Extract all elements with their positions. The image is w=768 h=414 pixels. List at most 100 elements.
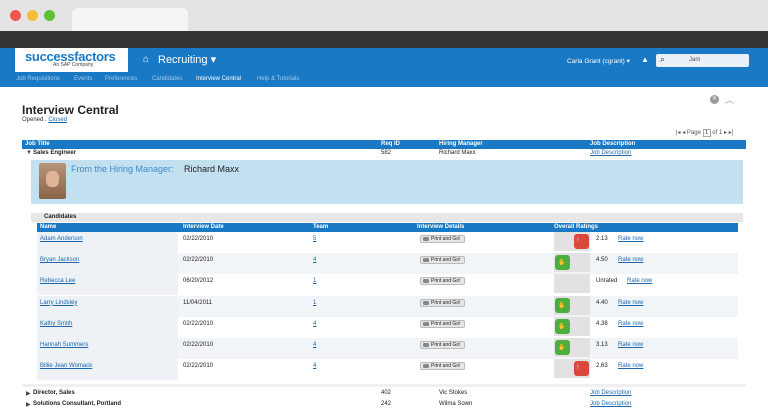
col-team[interactable]: Team bbox=[313, 224, 329, 230]
interview-date: 02/22/2010 bbox=[183, 320, 214, 327]
print-and-go-button[interactable]: Print and Go! bbox=[420, 319, 465, 328]
rate-now-link[interactable]: Rate now bbox=[618, 342, 644, 348]
interview-date: 02/22/2010 bbox=[183, 342, 214, 348]
col-name[interactable]: Name bbox=[40, 224, 57, 230]
col-interview-date[interactable]: Interview Date bbox=[183, 224, 224, 230]
team-count-link[interactable]: 1 bbox=[313, 278, 317, 285]
requisition-title: Solutions Consultant, Portland bbox=[33, 401, 121, 407]
subnav-events[interactable]: Events bbox=[74, 76, 93, 82]
close-window-icon[interactable] bbox=[10, 10, 21, 21]
interview-date: 06/20/2012 bbox=[183, 278, 214, 285]
sub-nav: Job Requisitions Events Preferences Cand… bbox=[0, 74, 768, 87]
candidate-name-link[interactable]: Billie Jean Womack bbox=[40, 363, 93, 370]
logo[interactable]: successfactors An SAP Company bbox=[15, 48, 128, 72]
team-count-link[interactable]: 4 bbox=[313, 320, 317, 327]
col-req-id[interactable]: Req ID bbox=[381, 141, 401, 147]
col-hiring-manager[interactable]: Hiring Manager bbox=[439, 141, 483, 147]
rate-now-link[interactable]: Rate now bbox=[618, 363, 644, 370]
requisition-row[interactable]: ▶ Solutions Consultant, Portland 242 Wil… bbox=[22, 400, 746, 409]
candidate-name-link[interactable]: Adam Anderson bbox=[40, 236, 83, 242]
hiring-manager-name: Richard Maxx bbox=[439, 150, 476, 156]
team-count-link[interactable]: 4 bbox=[313, 257, 317, 264]
candidate-name-link[interactable]: Bryan Jackson bbox=[40, 257, 80, 264]
collapse-chevron-icon[interactable]: ︿ bbox=[725, 95, 735, 105]
print-label: Print and Go! bbox=[431, 257, 461, 264]
status-opened[interactable]: Opened bbox=[22, 117, 44, 123]
rate-now-link[interactable]: Rate now bbox=[618, 257, 644, 264]
notification-icon[interactable]: ▲ bbox=[641, 55, 649, 64]
job-description-link[interactable]: Job Description bbox=[590, 390, 632, 396]
print-and-go-button[interactable]: Print and Go! bbox=[420, 235, 465, 243]
candidate-name-link[interactable]: Hannah Summers bbox=[40, 342, 89, 348]
requisition-title: Sales Engineer bbox=[33, 150, 77, 156]
candidate-row[interactable]: Adam Anderson 02/22/2010 5 Print and Go!! 2.… bbox=[37, 232, 738, 253]
candidate-name-cell bbox=[37, 232, 178, 253]
browser-toolbar bbox=[0, 31, 768, 48]
printer-icon bbox=[423, 321, 429, 326]
candidate-row[interactable]: Billie Jean Womack 02/22/2010 4 Print and G… bbox=[37, 359, 738, 381]
candidate-row[interactable]: Larry Lindsley 11/04/2011 1 Print and Go! ✋ 4… bbox=[37, 295, 738, 317]
candidate-name-cell bbox=[37, 338, 178, 359]
candidate-row[interactable]: Kathy Smith 02/22/2010 4 Print and Go! ✋ 4.38… bbox=[37, 316, 738, 338]
team-count-link[interactable]: 4 bbox=[313, 363, 317, 370]
candidate-name-link[interactable]: Larry Lindsley bbox=[40, 299, 78, 306]
candidate-name-link[interactable]: Kathy Smith bbox=[40, 320, 73, 327]
requisition-id: 402 bbox=[381, 390, 392, 396]
print-and-go-button[interactable]: Print and Go! bbox=[420, 341, 465, 349]
col-job-description[interactable]: Job Description bbox=[590, 141, 636, 147]
divider bbox=[22, 384, 746, 387]
print-and-go-button[interactable]: Print and Go! bbox=[420, 362, 465, 371]
subnav-job-requisitions[interactable]: Job Requisitions bbox=[16, 76, 61, 82]
print-and-go-button[interactable]: Print and Go! bbox=[420, 277, 465, 286]
job-description-link[interactable]: Job Description bbox=[590, 401, 632, 407]
candidate-name-cell bbox=[37, 316, 178, 338]
status-closed-link[interactable]: Closed bbox=[48, 117, 68, 123]
candidate-row[interactable]: Bryan Jackson 02/22/2010 4 Print and Go! ✋ 4.… bbox=[37, 253, 738, 275]
status-separator: . bbox=[43, 117, 49, 123]
rate-now-link[interactable]: Rate now bbox=[618, 236, 644, 242]
print-label: Print and Go! bbox=[431, 299, 461, 306]
search-input[interactable]: ⌕ Jam bbox=[656, 54, 749, 67]
browser-tab[interactable] bbox=[72, 8, 188, 31]
print-and-go-button[interactable]: Print and Go! bbox=[420, 298, 465, 307]
expanded-triangle-icon[interactable]: ▼ bbox=[26, 150, 32, 156]
settings-gear-icon[interactable]: ✕ bbox=[710, 95, 719, 104]
user-menu[interactable]: Carla Grant (cgrant) ▾ bbox=[567, 58, 630, 65]
module-menu[interactable]: Recruiting ▾ bbox=[158, 54, 217, 66]
requisition-row[interactable]: ▼ Sales Engineer 582 Richard Maxx Job De… bbox=[22, 149, 746, 158]
maximize-window-icon[interactable] bbox=[44, 10, 55, 21]
subnav-interview-central[interactable]: Interview Central bbox=[196, 76, 242, 82]
candidate-row[interactable]: Rebecca Lee 06/20/2012 1 Print and Go! Unrat… bbox=[37, 274, 738, 296]
candidate-row[interactable]: Hannah Summers 02/22/2010 4 Print and Go! ✋ 3… bbox=[37, 338, 738, 359]
status-filter: Opened . Closed bbox=[22, 117, 67, 123]
print-and-go-button[interactable]: Print and Go! bbox=[420, 256, 465, 265]
thumbs-down-icon: ! bbox=[574, 361, 589, 377]
collapsed-triangle-icon[interactable]: ▶ bbox=[26, 402, 31, 408]
rate-now-link[interactable]: Rate now bbox=[627, 278, 653, 285]
team-count-link[interactable]: 4 bbox=[313, 342, 317, 348]
subnav-help-tutorials[interactable]: Help & Tutorials bbox=[257, 76, 300, 82]
job-description-link[interactable]: Job Description bbox=[590, 150, 632, 156]
pager-prev[interactable]: |◂ ◂ Page bbox=[676, 130, 701, 136]
overall-score: Unrated bbox=[596, 278, 618, 285]
col-job-title[interactable]: Job Title bbox=[25, 141, 50, 147]
team-count-link[interactable]: 5 bbox=[313, 236, 317, 242]
subnav-candidates[interactable]: Candidates bbox=[152, 76, 183, 82]
candidate-name-link[interactable]: Rebecca Lee bbox=[40, 278, 76, 285]
rate-now-link[interactable]: Rate now bbox=[618, 320, 644, 327]
collapsed-triangle-icon[interactable]: ▶ bbox=[26, 391, 31, 397]
page-number-input[interactable]: 1 bbox=[702, 129, 711, 137]
requisition-id: 582 bbox=[381, 150, 392, 156]
minimize-window-icon[interactable] bbox=[27, 10, 38, 21]
subnav-preferences[interactable]: Preferences bbox=[105, 76, 138, 82]
home-icon[interactable]: ⌂ bbox=[143, 54, 150, 65]
requisition-row[interactable]: ▶ Director, Sales 402 Vic Stokes Job Des… bbox=[22, 389, 746, 398]
pager-next[interactable]: of 1 ▸ ▸| bbox=[712, 130, 734, 136]
col-interview-details[interactable]: Interview Details bbox=[417, 224, 465, 230]
rating-box: ✋ bbox=[554, 253, 590, 273]
col-overall-ratings[interactable]: Overall Ratings bbox=[554, 224, 599, 230]
rate-now-link[interactable]: Rate now bbox=[618, 299, 644, 306]
printer-icon bbox=[423, 300, 429, 305]
team-count-link[interactable]: 1 bbox=[313, 299, 317, 306]
logo-text: successfactors bbox=[25, 49, 116, 64]
